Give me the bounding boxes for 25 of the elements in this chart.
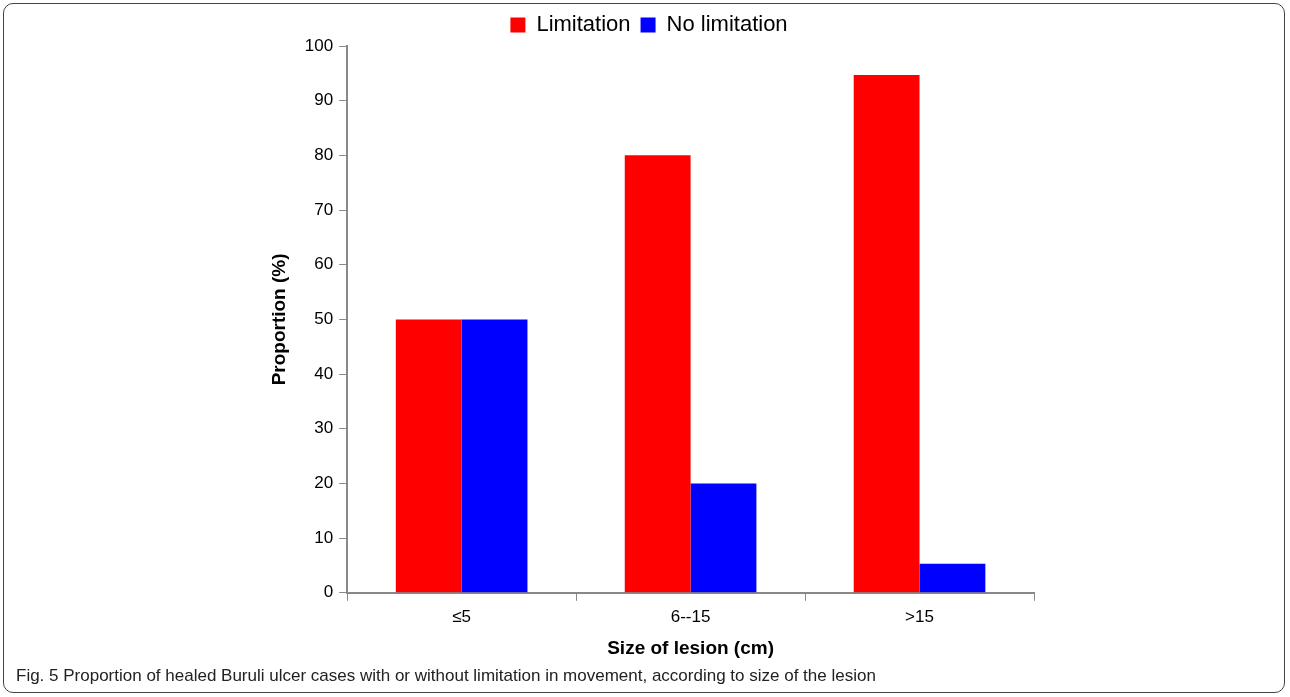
bar (461, 319, 528, 593)
x-tick-label: 6--15 (670, 606, 711, 626)
y-tick-label: 10 (314, 527, 334, 547)
y-tick-label: 80 (314, 145, 334, 165)
y-tick-label: 40 (314, 363, 334, 383)
y-tick-label: 90 (314, 90, 334, 110)
x-tick-label: >15 (905, 606, 934, 626)
y-tick-label: 70 (314, 199, 334, 219)
x-axis-title: Size of lesion (cm) (607, 636, 774, 658)
legend-label: No limitation (666, 11, 788, 37)
x-tick-label: ≤5 (452, 606, 472, 626)
y-tick-label: 20 (314, 473, 334, 493)
bar (395, 319, 462, 593)
y-tick-label: 60 (314, 254, 334, 274)
y-tick-label: 30 (314, 418, 334, 438)
bar (690, 483, 757, 593)
legend-label: Limitation (536, 11, 631, 37)
y-tick-label: 50 (314, 309, 334, 329)
bar (624, 155, 691, 593)
bar (919, 563, 986, 593)
y-tick-label: 100 (304, 35, 334, 55)
y-axis-title: Proportion (%) (267, 253, 289, 386)
caption: Fig. 5 Proportion of healed Buruli ulcer cases with or without limitation in movement, according to size of the lesion (16, 666, 876, 686)
y-tick-label: 0 (323, 582, 334, 602)
bar (853, 74, 920, 593)
